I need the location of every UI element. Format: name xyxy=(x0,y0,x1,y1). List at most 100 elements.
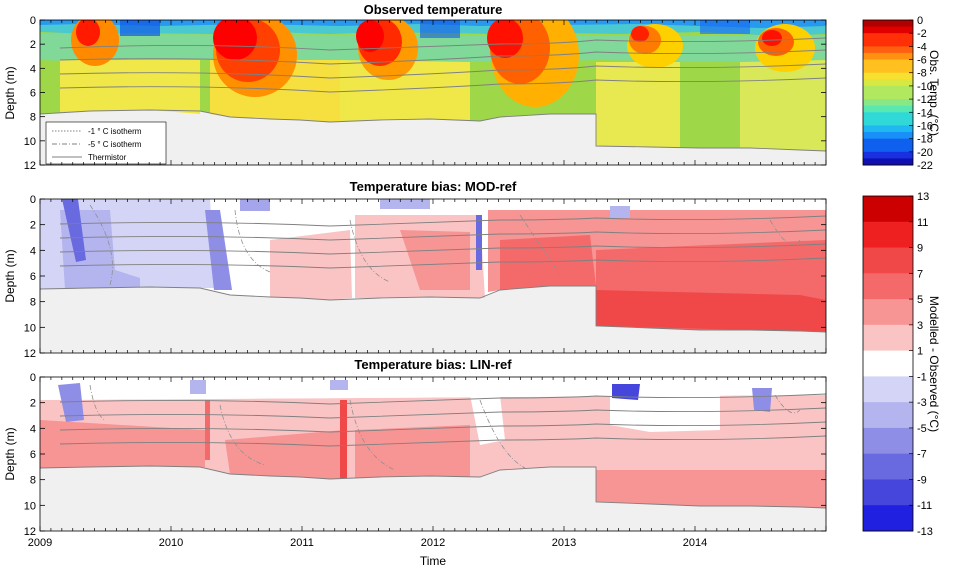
ytick-label: 12 xyxy=(24,348,36,360)
bias-colorbar-label: 7 xyxy=(917,268,923,280)
obs-colorbar-band xyxy=(863,26,913,34)
bias-colorbar-band xyxy=(863,402,913,429)
ytick-label: 10 xyxy=(24,136,36,148)
ytick-label: 4 xyxy=(30,63,36,75)
panel-observed: Observed temperature xyxy=(39,2,827,166)
obs-colorbar-band xyxy=(863,79,913,87)
bias-colorbar-band xyxy=(863,299,913,326)
ytick-label: 0 xyxy=(30,15,36,27)
bias-colorbar-band xyxy=(863,247,913,274)
obs-colorbar-label: -12 xyxy=(917,94,933,106)
ytick-label: 8 xyxy=(30,112,36,124)
bias-colorbar-band xyxy=(863,350,913,377)
lin-ref-thermistors xyxy=(40,393,826,509)
ytick-label: 2 xyxy=(30,220,36,232)
obs-colorbar-band xyxy=(863,59,913,67)
mod-ref-thermistors xyxy=(40,215,826,333)
obs-colorbar-label: -16 xyxy=(917,120,933,132)
obs-colorbar-label: -8 xyxy=(917,68,927,80)
observed-thermistors xyxy=(40,37,826,152)
obs-colorbar-band xyxy=(863,20,913,28)
bias-colorbar-label: -11 xyxy=(917,500,932,512)
obs-colorbar-band xyxy=(863,138,913,146)
xtick-label: 2014 xyxy=(683,537,707,549)
obs-colorbar-band xyxy=(863,85,913,93)
bias-colorbar-band xyxy=(863,427,913,455)
bias-colorbar-band xyxy=(863,273,913,300)
bias-colorbar-label: -9 xyxy=(917,474,927,486)
ytick-label: 0 xyxy=(30,194,36,206)
ylabel-mod: Depth (m) xyxy=(3,249,17,302)
colorbar-label-bias: Modelled - Observed (°C) xyxy=(927,296,941,432)
panel-mod-ref: Temperature bias: MOD-ref xyxy=(39,179,827,354)
xtick-label: 2012 xyxy=(421,537,445,549)
bias-colorbar-label: -1 xyxy=(917,371,927,383)
ytick-label: 2 xyxy=(30,398,36,410)
obs-colorbar-band xyxy=(863,66,913,74)
ytick-label: 8 xyxy=(30,475,36,487)
obs-colorbar-label: -18 xyxy=(917,134,933,146)
obs-colorbar-label: -2 xyxy=(917,28,927,40)
legend-entry-3: Thermistor xyxy=(88,153,127,162)
obs-colorbar-band xyxy=(863,52,913,61)
observed-legend: -1 ° C isotherm -5 ° C isotherm Thermist… xyxy=(45,121,167,165)
bias-colorbar-label: 1 xyxy=(917,346,923,358)
obs-colorbar-label: -4 xyxy=(917,41,927,53)
obs-colorbar-band xyxy=(863,151,913,159)
obs-colorbar-label: -22 xyxy=(917,160,933,172)
bias-colorbar-band xyxy=(863,196,913,223)
obs-colorbar-band xyxy=(863,99,913,107)
obs-colorbar-label: -14 xyxy=(917,107,933,119)
bias-colorbar-band xyxy=(863,453,913,480)
ytick-label: 10 xyxy=(24,322,36,334)
obs-colorbar-frame xyxy=(862,19,914,166)
colorbars: 0-2-4 -6-8-10-12-14-16 -18-20-22 13 11 9 7 5 3 1 -… xyxy=(862,15,933,538)
bias-colorbar-label: -5 xyxy=(917,423,927,435)
xtick-label: 2009 xyxy=(28,537,52,549)
bias-colorbar-label: 5 xyxy=(917,294,923,306)
obs-colorbar-band xyxy=(863,112,913,120)
bias-colorbar-label: 11 xyxy=(917,217,928,229)
panel-lin-ref: Temperature bias: LIN-ref xyxy=(39,357,827,532)
obs-colorbar-label: 0 xyxy=(917,15,923,27)
panel-mod-title: Temperature bias: MOD-ref xyxy=(350,179,517,194)
bias-colorbar-label: 9 xyxy=(917,243,923,255)
obs-colorbar-label: -10 xyxy=(917,81,933,93)
observed-field xyxy=(40,20,826,165)
ytick-label: 6 xyxy=(30,88,36,100)
panel-observed-title: Observed temperature xyxy=(364,2,503,17)
bias-colorbar-band xyxy=(863,505,913,532)
obs-colorbar-band xyxy=(863,145,913,153)
bias-colorbar-band xyxy=(863,376,913,403)
lin-ref-field xyxy=(40,377,826,531)
xtick-label: 2013 xyxy=(552,537,576,549)
obs-colorbar-band xyxy=(863,72,913,80)
bias-colorbar-label: 3 xyxy=(917,320,923,332)
ytick-label: 8 xyxy=(30,297,36,309)
bias-colorbar-band xyxy=(863,479,913,506)
ytick-label: 12 xyxy=(24,160,36,172)
bias-colorbar-band xyxy=(863,221,913,249)
mod-ref-isotherms xyxy=(89,204,801,286)
bias-colorbar-label: -7 xyxy=(917,449,927,461)
ytick-label: 4 xyxy=(30,423,36,435)
obs-colorbar-band xyxy=(863,92,913,100)
legend-entry-2: -5 ° C isotherm xyxy=(88,140,142,149)
panel-lin-title: Temperature bias: LIN-ref xyxy=(354,357,512,372)
obs-colorbar-band xyxy=(863,46,913,54)
ytick-label: 2 xyxy=(30,39,36,51)
obs-colorbar-band xyxy=(863,105,913,113)
mod-ref-field xyxy=(40,199,826,353)
lin-ref-isotherms xyxy=(89,384,801,471)
ylabel-observed: Depth (m) xyxy=(3,66,17,119)
obs-colorbar-band xyxy=(863,33,913,41)
ytick-label: 6 xyxy=(30,271,36,283)
ytick-label: 0 xyxy=(30,372,36,384)
xtick-label: 2011 xyxy=(290,537,314,549)
ylabel-lin: Depth (m) xyxy=(3,427,17,480)
legend-entry-1: -1 ° C isotherm xyxy=(88,127,142,136)
obs-colorbar-band xyxy=(863,118,913,126)
bias-colorbar-band xyxy=(863,324,913,352)
